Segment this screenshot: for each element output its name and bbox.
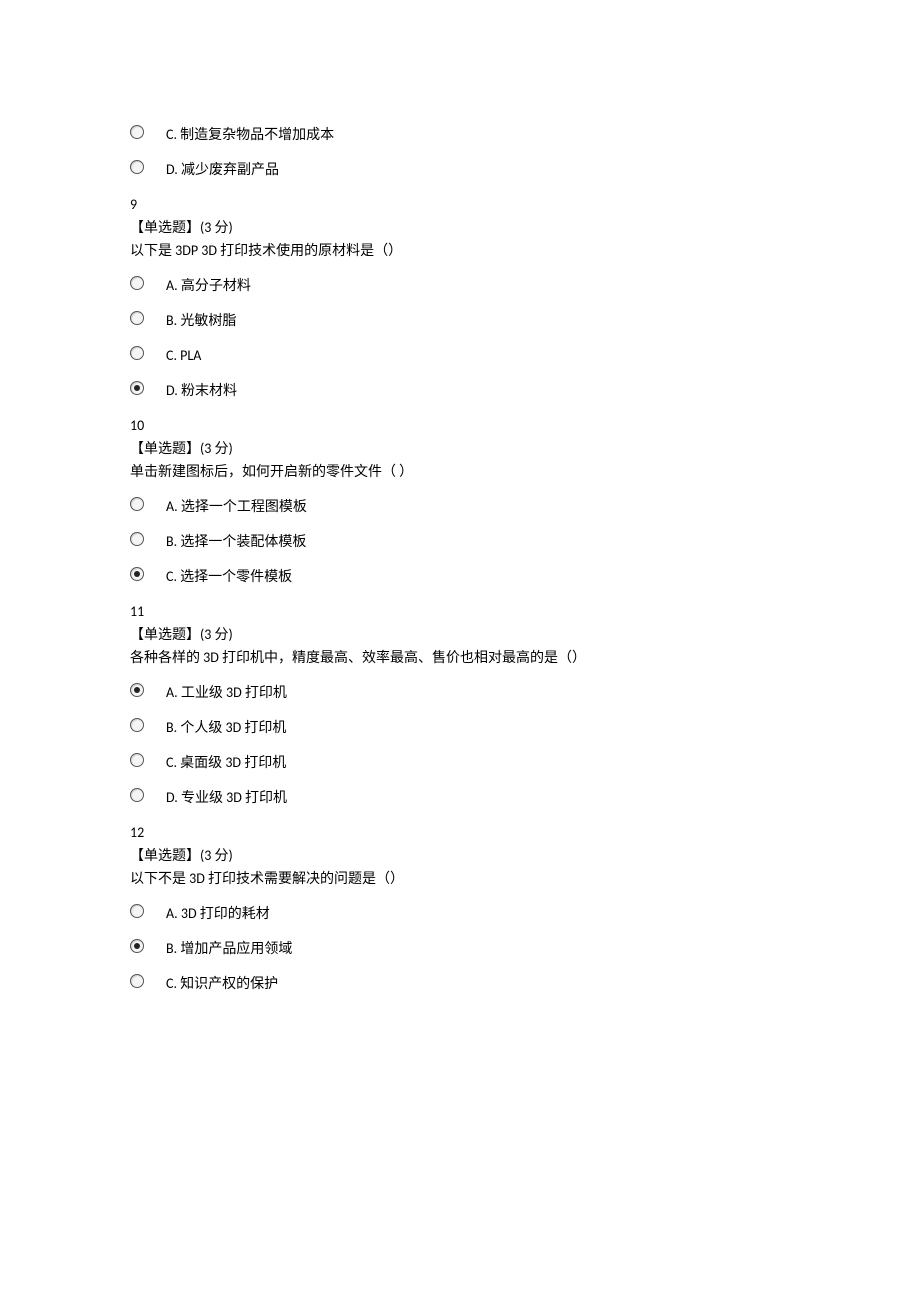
- option-row[interactable]: B. 增加产品应用领域: [130, 938, 790, 959]
- radio-icon: [130, 276, 144, 290]
- option-row[interactable]: C. PLA: [130, 345, 790, 366]
- radio-icon: [130, 567, 144, 581]
- option-row[interactable]: D. 减少废弃副产品: [130, 159, 790, 180]
- option-row[interactable]: A. 工业级 3D 打印机: [130, 682, 790, 703]
- radio-icon: [130, 532, 144, 546]
- option-label: B. 选择一个装配体模板: [166, 531, 306, 552]
- question-block: 9 【单选题】(3 分) 以下是 3DP 3D 打印技术使用的原材料是（） A.…: [130, 194, 790, 401]
- question-type: 【单选题】(3 分): [130, 438, 790, 459]
- option-label: C. PLA: [166, 345, 201, 366]
- option-label: A. 3D 打印的耗材: [166, 903, 270, 924]
- option-row[interactable]: C. 桌面级 3D 打印机: [130, 752, 790, 773]
- option-row[interactable]: C. 制造复杂物品不增加成本: [130, 124, 790, 145]
- question-type: 【单选题】(3 分): [130, 217, 790, 238]
- option-label: C. 知识产权的保护: [166, 973, 278, 994]
- option-label: B. 增加产品应用领域: [166, 938, 292, 959]
- radio-icon: [130, 497, 144, 511]
- option-label: A. 工业级 3D 打印机: [166, 682, 287, 703]
- question-block: 11 【单选题】(3 分) 各种各样的 3D 打印机中，精度最高、效率最高、售价…: [130, 601, 790, 808]
- option-row[interactable]: C. 选择一个零件模板: [130, 566, 790, 587]
- radio-icon: [130, 904, 144, 918]
- option-row[interactable]: B. 选择一个装配体模板: [130, 531, 790, 552]
- question-block: 10 【单选题】(3 分) 单击新建图标后，如何开启新的零件文件（ ） A. 选…: [130, 415, 790, 587]
- option-label: B. 光敏树脂: [166, 310, 236, 331]
- option-label: C. 制造复杂物品不增加成本: [166, 124, 334, 145]
- option-label: D. 减少废弃副产品: [166, 159, 279, 180]
- option-label: C. 桌面级 3D 打印机: [166, 752, 286, 773]
- radio-icon: [130, 753, 144, 767]
- radio-icon: [130, 381, 144, 395]
- radio-icon: [130, 311, 144, 325]
- option-label: C. 选择一个零件模板: [166, 566, 292, 587]
- option-row[interactable]: C. 知识产权的保护: [130, 973, 790, 994]
- option-row[interactable]: D. 专业级 3D 打印机: [130, 787, 790, 808]
- option-label: D. 专业级 3D 打印机: [166, 787, 287, 808]
- radio-icon: [130, 346, 144, 360]
- question-type: 【单选题】(3 分): [130, 624, 790, 645]
- option-row[interactable]: B. 个人级 3D 打印机: [130, 717, 790, 738]
- option-row[interactable]: A. 高分子材料: [130, 275, 790, 296]
- radio-icon: [130, 939, 144, 953]
- leading-options: C. 制造复杂物品不增加成本 D. 减少废弃副产品: [130, 124, 790, 180]
- question-type: 【单选题】(3 分): [130, 845, 790, 866]
- radio-icon: [130, 125, 144, 139]
- question-number: 9: [130, 194, 790, 215]
- question-number: 12: [130, 822, 790, 843]
- question-stem: 单击新建图标后，如何开启新的零件文件（ ）: [130, 461, 790, 482]
- question-stem: 各种各样的 3D 打印机中，精度最高、效率最高、售价也相对最高的是（）: [130, 647, 790, 668]
- question-number: 10: [130, 415, 790, 436]
- radio-icon: [130, 788, 144, 802]
- option-label: D. 粉末材料: [166, 380, 237, 401]
- radio-icon: [130, 160, 144, 174]
- radio-icon: [130, 974, 144, 988]
- option-label: A. 选择一个工程图模板: [166, 496, 307, 517]
- option-row[interactable]: D. 粉末材料: [130, 380, 790, 401]
- question-number: 11: [130, 601, 790, 622]
- question-stem: 以下是 3DP 3D 打印技术使用的原材料是（）: [130, 240, 790, 261]
- option-label: B. 个人级 3D 打印机: [166, 717, 286, 738]
- option-label: A. 高分子材料: [166, 275, 251, 296]
- option-row[interactable]: B. 光敏树脂: [130, 310, 790, 331]
- question-stem: 以下不是 3D 打印技术需要解决的问题是（）: [130, 868, 790, 889]
- option-row[interactable]: A. 选择一个工程图模板: [130, 496, 790, 517]
- radio-icon: [130, 683, 144, 697]
- question-block: 12 【单选题】(3 分) 以下不是 3D 打印技术需要解决的问题是（） A. …: [130, 822, 790, 994]
- radio-icon: [130, 718, 144, 732]
- option-row[interactable]: A. 3D 打印的耗材: [130, 903, 790, 924]
